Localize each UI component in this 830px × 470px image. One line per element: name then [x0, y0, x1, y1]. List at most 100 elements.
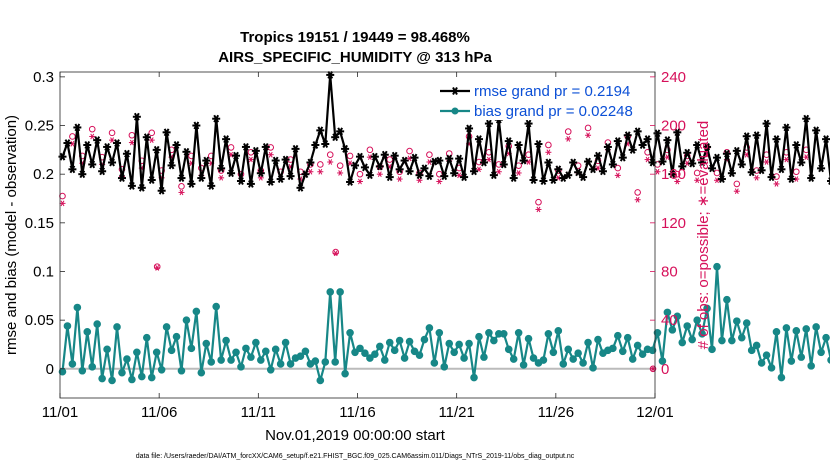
bias-point — [187, 344, 196, 353]
bias-point — [138, 372, 146, 381]
bias-point — [792, 327, 801, 335]
bias-point — [296, 352, 305, 360]
bias-point — [628, 355, 637, 363]
bias-point — [673, 312, 682, 321]
obs-possible-marker — [332, 248, 339, 256]
bias-point — [633, 341, 642, 350]
bias-point — [524, 334, 533, 343]
obs-possible-marker — [356, 170, 364, 178]
rmse-point — [460, 173, 469, 182]
rmse-point — [301, 170, 310, 179]
bias-point — [172, 332, 181, 341]
rmse-point — [355, 152, 364, 161]
rmse-point — [812, 126, 821, 135]
bias-point — [693, 316, 701, 324]
bias-point — [539, 356, 548, 364]
rmse-point — [569, 158, 578, 167]
bias-point — [311, 357, 320, 365]
bias-point — [321, 358, 330, 366]
rmse-point — [673, 128, 682, 137]
bias-point — [737, 333, 746, 342]
rmse-point — [484, 119, 493, 128]
rmse-point — [266, 178, 275, 186]
bias-point — [480, 353, 488, 361]
rmse-point — [187, 179, 196, 188]
obs-possible-marker — [247, 148, 255, 156]
bias-point — [579, 359, 587, 367]
obs-evaluated-marker — [495, 168, 502, 175]
bias-point — [73, 303, 82, 312]
rmse-point — [474, 135, 483, 144]
obs-evaluated-marker — [128, 139, 135, 146]
y-left-tick-label: 0.3 — [33, 69, 54, 86]
rmse-point — [802, 114, 811, 123]
obs-possible-marker — [535, 198, 542, 206]
bias-point — [757, 359, 766, 367]
bias-point — [559, 360, 568, 368]
obs-evaluated-marker — [376, 171, 383, 178]
legend-box — [436, 78, 648, 120]
chart-title-line2: AIRS_SPECIFIC_HUMIDITY @ 313 hPa — [218, 49, 492, 66]
bias-point — [361, 349, 369, 358]
bias-point — [668, 326, 677, 334]
rmse-point — [122, 149, 131, 158]
rmse-point — [246, 179, 255, 188]
bias-point — [68, 360, 77, 368]
obs-evaluated-marker — [148, 137, 155, 143]
rmse-point — [167, 161, 176, 170]
bias-point — [83, 328, 92, 336]
obs-evaluated-marker — [565, 136, 572, 142]
rmse-point — [241, 142, 250, 151]
rmse-point — [341, 144, 350, 153]
bias-point — [93, 320, 101, 328]
rmse-point — [400, 156, 409, 165]
obs-possible-marker — [614, 164, 622, 172]
rmse-point — [737, 160, 746, 169]
obs-evaluated-marker — [485, 156, 492, 163]
rmse-point — [465, 124, 474, 133]
rmse-point — [286, 172, 295, 181]
bias-point — [326, 288, 335, 296]
rmse-point — [747, 168, 756, 177]
rmse-point — [470, 167, 479, 176]
obs-evaluated-marker — [154, 264, 161, 271]
obs-possible-marker — [406, 147, 413, 155]
rmse-point — [554, 165, 563, 174]
obs-evaluated-marker — [356, 178, 363, 185]
bias-point — [242, 344, 250, 353]
x-tick-label: 11/06 — [141, 404, 177, 421]
bias-point — [490, 336, 498, 345]
bias-point — [638, 350, 647, 359]
bias-point — [713, 262, 721, 271]
bias-point — [718, 336, 726, 345]
bias-point — [78, 366, 87, 375]
rmse-point — [628, 145, 637, 154]
bias-point — [63, 322, 72, 330]
obs-evaluated-marker — [763, 159, 770, 165]
rmse-point — [767, 173, 776, 182]
obs-evaluated-marker — [634, 196, 641, 203]
bias-point — [222, 336, 230, 345]
rmse-point — [807, 174, 816, 183]
obs-possible-marker — [445, 150, 453, 157]
rmse-point — [88, 160, 97, 169]
obs-possible-marker — [564, 128, 572, 135]
rmse-point — [103, 142, 112, 151]
rmse-point — [529, 176, 538, 184]
rmse-point — [817, 164, 826, 173]
obs-evaluated-marker — [59, 200, 66, 207]
bias-point — [653, 329, 662, 337]
obs-possible-marker — [153, 263, 161, 270]
bias-point — [663, 308, 672, 317]
bias-point — [435, 329, 444, 337]
rmse-point — [68, 165, 77, 174]
rmse-point — [227, 169, 236, 178]
obs-possible-marker — [733, 180, 741, 188]
rmse-point — [321, 140, 330, 148]
x-axis-label: Nov.01,2019 00:00:00 start — [265, 427, 446, 444]
bias-point — [544, 329, 553, 338]
rmse-point — [732, 146, 741, 155]
rmse-point — [579, 173, 588, 182]
obs-evaluated-marker — [267, 151, 274, 158]
